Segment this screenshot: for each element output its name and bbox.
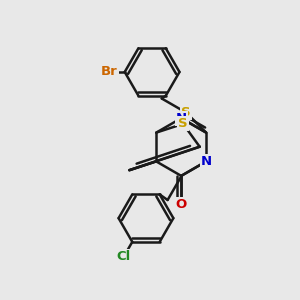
Text: O: O (176, 198, 187, 211)
Text: N: N (176, 112, 187, 125)
Text: Cl: Cl (117, 250, 131, 263)
Text: Br: Br (101, 65, 118, 79)
Text: S: S (182, 106, 191, 119)
Text: S: S (178, 117, 188, 130)
Text: N: N (201, 155, 212, 168)
